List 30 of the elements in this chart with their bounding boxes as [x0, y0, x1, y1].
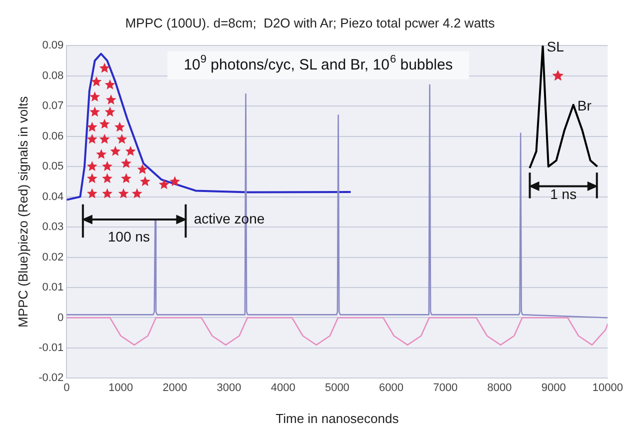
annotation: Br: [577, 98, 592, 114]
annotation: active zone: [194, 210, 265, 226]
x-tick-label: 4000: [270, 382, 296, 394]
x-tick-label: 8000: [487, 382, 512, 394]
y-tick-label: 0.04: [42, 190, 64, 203]
y-tick-label: 0.06: [42, 130, 64, 142]
y-tick-label: 0.02: [42, 251, 64, 264]
y-tick-label: -0.02: [38, 372, 64, 384]
y-tick-label: 0.03: [42, 221, 64, 234]
x-tick-label: 2000: [162, 382, 188, 394]
y-tick-label: 0.09: [42, 40, 64, 52]
y-tick-label: -0.01: [38, 342, 64, 354]
y-tick-label: 0: [58, 312, 64, 324]
x-tick-label: 9000: [541, 382, 566, 394]
y-tick-label: 0.07: [42, 100, 64, 112]
x-axis-title: Time in nanoseconds: [276, 410, 400, 426]
y-axis-title: MPPC (Blue)piezo (Red) signals in volts: [15, 96, 30, 328]
x-tick-label: 6000: [379, 382, 404, 394]
annotation: 100 ns: [108, 228, 150, 244]
x-tick-label: 7000: [433, 382, 458, 394]
annotation: 1 ns: [550, 186, 577, 202]
y-tick-label: 0.05: [42, 160, 64, 173]
y-tick-label: 0.01: [42, 282, 64, 294]
x-tick-label: 1000: [108, 382, 134, 394]
x-tick-label: 3000: [216, 382, 242, 394]
y-tick-label: 0.08: [42, 70, 64, 82]
x-tick-label: 10000: [592, 382, 624, 394]
annotation: SL: [546, 38, 564, 54]
chart-title: MPPC (100U). d=8cm; D2O with Ar; Piezo total pcwer 4.2 watts: [125, 15, 496, 30]
x-tick-label: 5000: [324, 382, 350, 394]
